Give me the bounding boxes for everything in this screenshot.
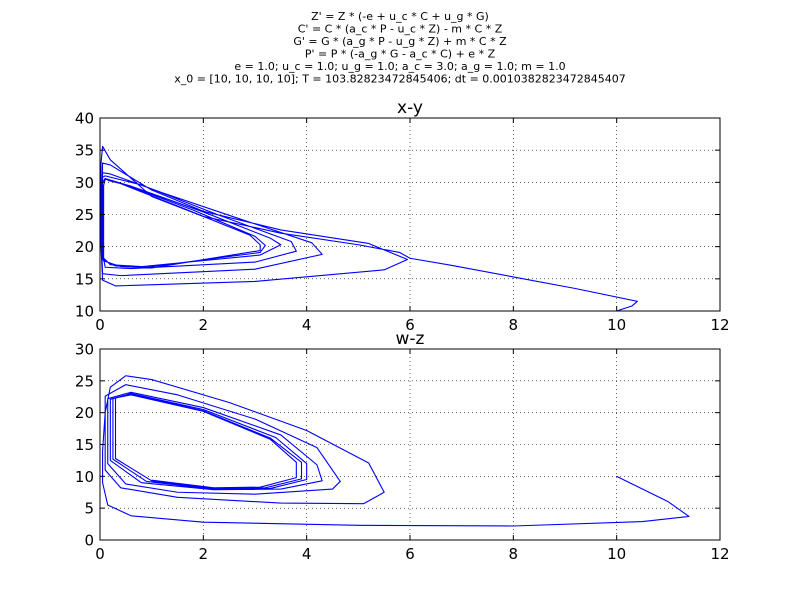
- suptitle-line: x_0 = [10, 10, 10, 10]; T = 103.82823472…: [174, 73, 626, 86]
- y-tick-label: 40: [75, 110, 94, 128]
- x-tick-label: 12: [710, 316, 729, 334]
- y-tick-label: 15: [75, 436, 94, 454]
- axes-x-y: 0 2 4 6 8 10 12 10 15 20 25 30 35 40 x-y: [75, 98, 730, 334]
- suptitle-line: Z' = Z * (-e + u_c * C + u_g * G): [311, 10, 489, 23]
- x-tick-label: 0: [95, 316, 105, 334]
- series-line: [102, 375, 690, 527]
- y-tick-label: 10: [75, 303, 94, 321]
- suptitle-line: C' = C * (a_c * P - u_c * Z) - m * C * Z: [298, 23, 503, 36]
- y-tick-label: 25: [75, 206, 94, 224]
- axes-title: x-y: [397, 98, 423, 118]
- y-tick-label: 0: [84, 532, 94, 550]
- x-tick-label: 2: [199, 316, 209, 334]
- x-tick-label: 4: [302, 316, 312, 334]
- x-tick-label: 8: [509, 545, 519, 563]
- suptitle-line: G' = G * (a_g * P - u_g * Z) + m * C * Z: [293, 35, 507, 48]
- y-tick-label: 35: [75, 142, 94, 160]
- y-tick-label: 10: [75, 468, 94, 486]
- x-tick-label: 6: [405, 545, 415, 563]
- x-tick-label: 0: [95, 545, 105, 563]
- y-tick-label: 20: [75, 404, 94, 422]
- series-line: [100, 145, 638, 311]
- x-tick-label: 6: [405, 316, 415, 334]
- suptitle: Z' = Z * (-e + u_c * C + u_g * G)C' = C …: [174, 10, 626, 86]
- x-tick-label: 10: [607, 316, 626, 334]
- x-tick-label: 12: [710, 545, 729, 563]
- suptitle-line: e = 1.0; u_c = 1.0; u_g = 1.0; a_c = 3.0…: [234, 60, 565, 73]
- y-tick-label: 30: [75, 174, 94, 192]
- x-tick-label: 8: [509, 316, 519, 334]
- y-tick-label: 25: [75, 372, 94, 390]
- suptitle-line: P' = P * (-a_g * G - a_c * C) + e * Z: [305, 48, 496, 61]
- axes-w-z: 0 2 4 6 8 10 12 0 5 10 15 20 25 30 w-z: [75, 329, 730, 563]
- x-tick-label: 2: [199, 545, 209, 563]
- x-tick-label: 10: [607, 545, 626, 563]
- y-tick-label: 15: [75, 270, 94, 288]
- y-tick-label: 20: [75, 238, 94, 256]
- y-tick-label: 30: [75, 341, 94, 359]
- x-tick-label: 4: [302, 545, 312, 563]
- y-tick-label: 5: [84, 500, 94, 518]
- axes-title: w-z: [396, 329, 425, 349]
